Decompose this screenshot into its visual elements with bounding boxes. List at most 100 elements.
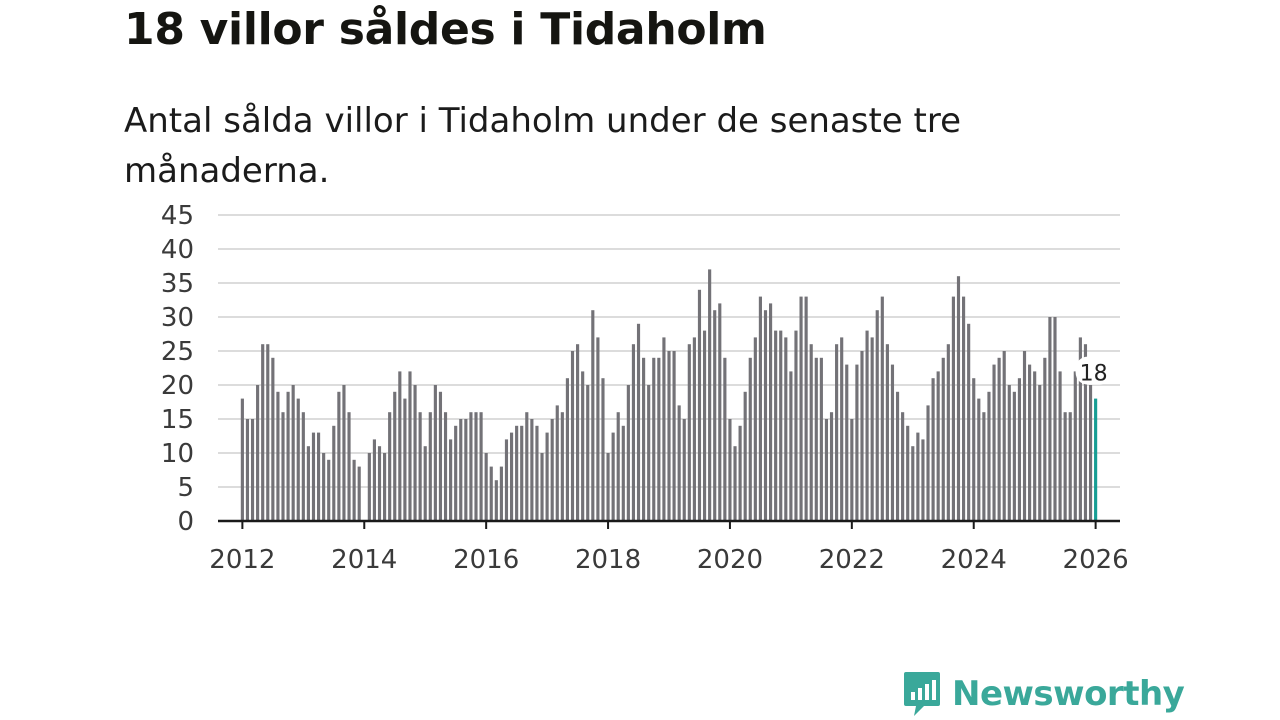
bar [885, 344, 889, 521]
bar [581, 371, 585, 521]
bar [967, 323, 971, 521]
bar [890, 364, 895, 521]
bar [367, 453, 371, 521]
bar [789, 371, 793, 521]
bar [499, 466, 503, 521]
bar [819, 357, 823, 521]
bar [662, 337, 666, 521]
chart-title: 18 villor såldes i Tidaholm [124, 4, 767, 55]
bar [372, 439, 376, 521]
bar [1022, 351, 1027, 521]
bar [865, 330, 869, 521]
bar [733, 446, 737, 521]
bar [972, 378, 976, 521]
bar [647, 385, 651, 521]
bar [357, 466, 361, 521]
newsworthy-brand[interactable]: Newsworthy [902, 670, 1185, 718]
bar [845, 364, 849, 521]
bar [266, 344, 270, 521]
bar [596, 337, 600, 521]
bar [377, 446, 382, 521]
bar [555, 405, 559, 521]
bar [809, 344, 813, 521]
y-tick-label: 0 [177, 507, 194, 537]
bar [992, 364, 996, 521]
bar [327, 459, 331, 521]
bar [941, 357, 945, 521]
bar [784, 337, 788, 521]
x-tick-label: 2014 [331, 545, 397, 575]
bar [423, 446, 427, 521]
bar [687, 344, 691, 521]
bar [560, 412, 564, 521]
bar [240, 398, 244, 521]
bar [515, 425, 519, 521]
bar [875, 310, 879, 521]
bar [824, 419, 829, 521]
bar [494, 480, 498, 521]
bar [774, 330, 778, 521]
bar [586, 385, 590, 521]
highlight-bar [1094, 398, 1098, 521]
bar [1012, 391, 1016, 521]
bar [611, 432, 615, 521]
bar [337, 391, 341, 521]
bar [794, 330, 798, 521]
bar [1033, 371, 1037, 521]
bar [723, 357, 727, 521]
bar [286, 391, 290, 521]
bar [398, 371, 402, 521]
bar [880, 296, 884, 521]
bar [316, 432, 321, 521]
bar [428, 412, 432, 521]
bar [393, 391, 397, 521]
bar [1063, 412, 1067, 521]
bar [901, 412, 905, 521]
bar [1017, 378, 1022, 521]
bar [748, 357, 752, 521]
highlight-label-bg [1075, 356, 1112, 385]
bar [657, 357, 661, 521]
y-tick-label: 45 [161, 201, 194, 231]
bar [652, 357, 656, 521]
bar [667, 351, 671, 521]
x-tick-label: 2020 [697, 545, 763, 575]
bar [413, 385, 417, 521]
bar [860, 351, 864, 521]
bar [540, 453, 544, 521]
y-tick-label: 30 [161, 303, 194, 333]
bar [936, 371, 940, 521]
bar [1088, 385, 1093, 521]
bar [296, 398, 300, 521]
bar [509, 432, 514, 521]
x-tick-label: 2026 [1063, 545, 1129, 575]
y-tick-label: 15 [161, 405, 194, 435]
bar [814, 357, 818, 521]
x-tick-label: 2012 [209, 545, 275, 575]
bar [449, 439, 453, 521]
bar [758, 296, 762, 521]
bar [545, 432, 549, 521]
bar [245, 419, 250, 521]
bar [906, 425, 910, 521]
y-tick-label: 20 [161, 371, 194, 401]
bar [926, 405, 930, 521]
chart-subtitle: Antal sålda villor i Tidaholm under de s… [124, 101, 962, 191]
bar [743, 391, 747, 521]
bar [682, 419, 686, 521]
brand-name: Newsworthy [952, 674, 1185, 714]
bar [829, 412, 834, 521]
highlight-value-label: 18 [1080, 362, 1108, 387]
x-tick-label: 2018 [575, 545, 641, 575]
y-tick-label: 5 [177, 473, 194, 503]
bar [946, 344, 950, 521]
bar [306, 446, 310, 521]
bar [850, 419, 854, 521]
bar [1002, 351, 1006, 521]
bar [982, 412, 986, 521]
bar [631, 344, 636, 521]
bar [1053, 317, 1057, 521]
bar [753, 337, 757, 521]
bar [1028, 364, 1032, 521]
bar [1078, 337, 1082, 521]
